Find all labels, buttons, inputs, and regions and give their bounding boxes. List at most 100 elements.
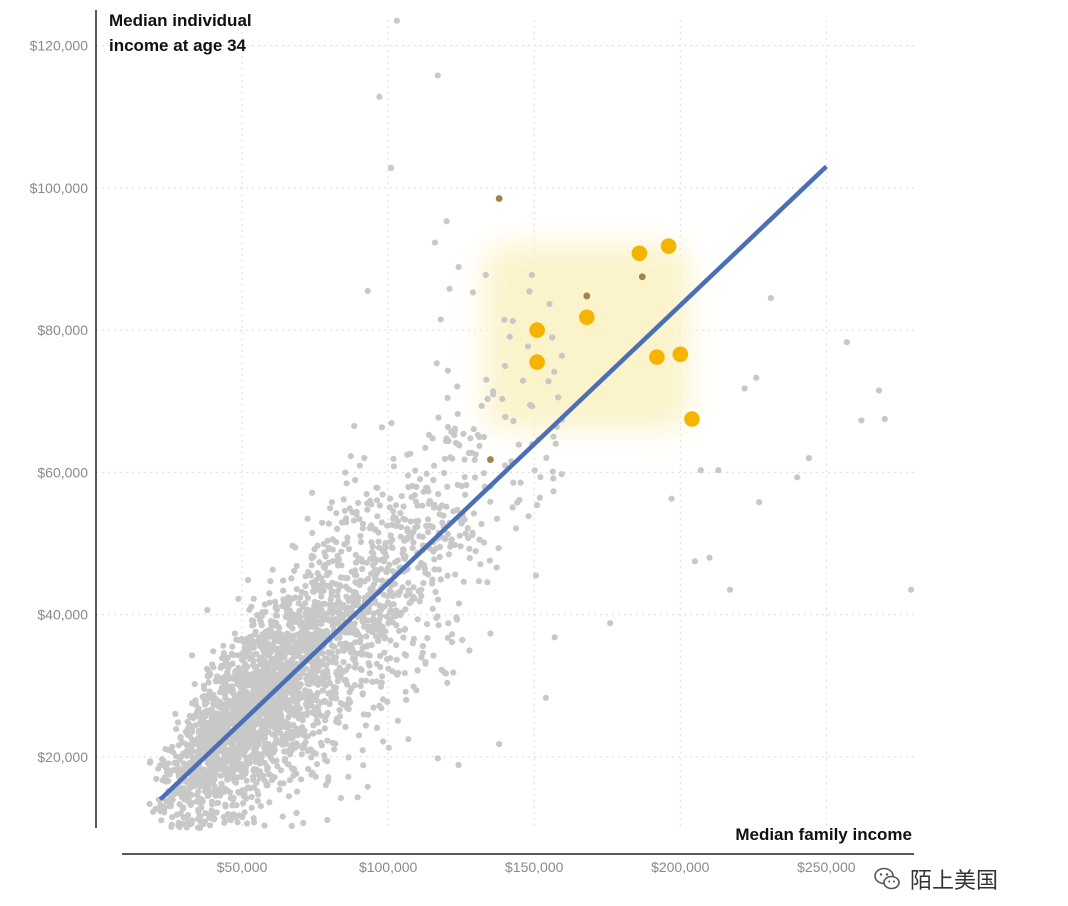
data-point <box>188 800 195 807</box>
data-point <box>382 541 389 548</box>
data-point <box>407 518 414 525</box>
data-point <box>373 497 381 504</box>
data-point <box>471 474 479 481</box>
data-point <box>387 607 394 614</box>
data-point <box>265 652 272 659</box>
data-point <box>235 680 242 687</box>
data-point <box>435 414 442 421</box>
data-point <box>320 673 327 680</box>
data-point <box>298 588 305 596</box>
data-point <box>303 711 310 719</box>
data-point <box>380 738 387 745</box>
data-point <box>319 687 326 694</box>
data-point <box>235 764 242 771</box>
data-point <box>272 604 279 611</box>
data-point <box>525 513 532 520</box>
data-point <box>293 586 300 593</box>
data-point <box>266 590 273 597</box>
data-point <box>469 531 476 539</box>
data-point <box>281 654 288 661</box>
data-point <box>501 362 509 369</box>
data-point <box>549 468 556 475</box>
data-point <box>163 765 170 772</box>
data-point <box>294 645 301 653</box>
data-point <box>359 618 366 625</box>
x-tick-label: $50,000 <box>217 859 268 875</box>
data-point <box>335 616 342 623</box>
data-point <box>379 623 386 631</box>
y-tick-label: $80,000 <box>37 322 88 338</box>
data-point <box>208 807 215 814</box>
data-point <box>502 413 509 421</box>
highlight-point <box>684 411 700 427</box>
data-point <box>172 753 180 760</box>
data-point <box>308 702 315 709</box>
data-point <box>319 650 326 657</box>
data-point <box>345 773 352 780</box>
data-point <box>298 628 305 636</box>
data-point <box>311 620 318 627</box>
data-point <box>425 516 432 523</box>
data-point <box>225 664 232 672</box>
data-point <box>348 626 355 633</box>
data-point <box>550 433 557 440</box>
data-point <box>412 498 419 505</box>
data-point <box>263 763 270 770</box>
data-point <box>372 572 379 579</box>
data-point <box>294 703 301 710</box>
data-point <box>401 626 409 633</box>
data-point <box>386 561 393 568</box>
data-point <box>180 804 187 811</box>
data-point <box>215 715 222 722</box>
data-point <box>173 760 180 767</box>
data-point <box>269 659 276 667</box>
outlier-point <box>376 93 383 100</box>
data-point <box>220 642 227 649</box>
data-point <box>309 529 316 537</box>
data-point <box>310 722 317 729</box>
data-point <box>222 801 229 808</box>
outlier-point <box>542 694 550 701</box>
data-point <box>322 553 329 560</box>
data-point <box>241 809 248 816</box>
data-point <box>340 659 347 666</box>
data-point <box>281 748 288 755</box>
data-point <box>262 608 269 616</box>
data-point <box>324 758 331 765</box>
data-point <box>493 515 501 522</box>
data-point <box>199 728 206 735</box>
data-point <box>412 467 419 474</box>
data-point <box>307 632 315 639</box>
data-point <box>297 622 304 629</box>
data-point <box>385 744 392 751</box>
data-point <box>191 737 198 744</box>
data-point <box>308 754 315 761</box>
data-point <box>285 713 292 721</box>
data-point <box>432 588 439 596</box>
data-point <box>180 814 187 821</box>
data-point <box>344 604 351 611</box>
data-point <box>205 679 212 686</box>
data-point <box>486 557 493 564</box>
data-point <box>363 633 370 640</box>
data-point <box>466 545 473 552</box>
data-point <box>419 502 426 509</box>
data-point <box>257 756 264 763</box>
data-point <box>424 621 431 628</box>
data-point <box>195 806 202 814</box>
data-point <box>387 532 394 539</box>
data-point <box>315 681 322 688</box>
data-point <box>456 532 463 539</box>
data-point <box>304 638 311 645</box>
data-point <box>186 742 193 749</box>
data-point <box>271 634 279 641</box>
data-point <box>480 470 487 477</box>
data-point <box>179 820 186 827</box>
data-point <box>347 642 354 649</box>
data-point <box>442 536 449 543</box>
data-point <box>318 699 325 706</box>
data-point <box>388 544 395 551</box>
data-point <box>321 725 328 732</box>
data-point <box>221 746 228 753</box>
data-point <box>355 499 362 506</box>
